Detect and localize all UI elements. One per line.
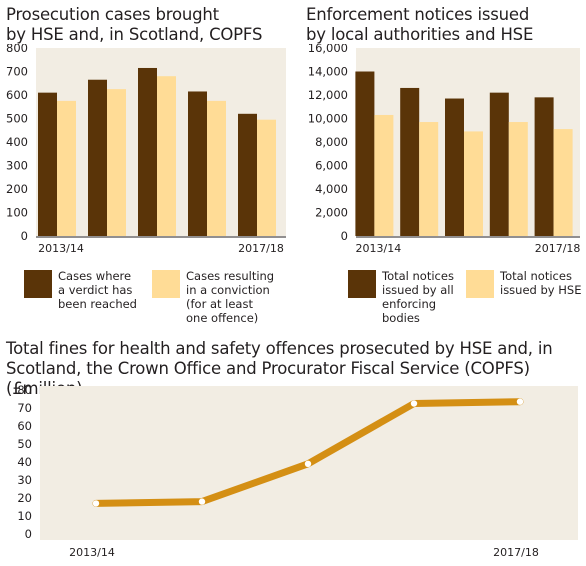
y-tick-label: 6,000 (315, 159, 348, 173)
bar (157, 76, 176, 236)
y-tick-label: 40 (17, 455, 32, 469)
bar (188, 91, 207, 236)
data-point (92, 500, 100, 507)
bar (88, 79, 107, 236)
legend-swatch (24, 270, 52, 298)
y-tick-label: 14,000 (308, 65, 348, 79)
y-tick-label: 10 (17, 509, 32, 523)
chart2-title: Enforcement notices issued by local auth… (306, 5, 534, 44)
chart2-svg: 0 2,000 4,000 6,000 8,000 10,000 12,000 14,000 1… (308, 44, 581, 255)
bar (508, 122, 528, 236)
y-tick-label: 800 (6, 44, 28, 55)
y-tick-label: 60 (17, 419, 32, 433)
bar (445, 98, 464, 237)
chart3-svg: 0 10 20 30 40 50 60 70 80 2013/14 2017/18 (17, 383, 578, 559)
bar (57, 100, 76, 236)
y-tick-label: 0 (21, 229, 28, 243)
legend-label: Total notices issued by all enforcing bo… (382, 269, 454, 325)
legend-label: Total notices issued by HSE (500, 269, 582, 297)
y-tick-label: 500 (6, 112, 28, 126)
y-tick-label: 50 (17, 437, 32, 451)
y-tick-label: 200 (6, 182, 28, 196)
y-tick-label: 30 (17, 473, 32, 487)
y-tick-label: 4,000 (315, 182, 348, 196)
bar (374, 114, 394, 236)
y-tick-label: 0 (25, 527, 32, 541)
legend-label: Cases where a verdict has been reached (58, 269, 137, 311)
bar (138, 67, 157, 236)
data-point (410, 400, 418, 407)
bar (38, 92, 57, 237)
bar (489, 92, 509, 237)
legend-swatch (348, 270, 376, 298)
y-tick-label: 0 (341, 229, 348, 243)
data-point (198, 498, 206, 505)
bar (419, 122, 439, 236)
x-tick-label: 2013/14 (69, 546, 115, 559)
x-tick-label: 2013/14 (38, 242, 84, 255)
legend-label: Cases resulting in a conviction (for at … (186, 269, 275, 325)
data-point (516, 398, 524, 405)
x-tick-label: 2013/14 (356, 242, 402, 255)
y-tick-label: 8,000 (315, 135, 348, 149)
legend-swatch (152, 270, 180, 298)
x-tick-label: 2017/18 (493, 546, 539, 559)
bar (107, 89, 126, 236)
x-tick-label: 2017/18 (535, 242, 581, 255)
bar (534, 97, 554, 236)
y-tick-label: 80 (17, 383, 32, 397)
x-tick-label: 2017/18 (238, 242, 284, 255)
chart1-title: Prosecution cases brought by HSE and, in… (6, 5, 263, 44)
legend-swatch (466, 270, 494, 298)
y-tick-label: 300 (6, 159, 28, 173)
y-tick-label: 20 (17, 491, 32, 505)
y-tick-label: 70 (17, 401, 32, 415)
bar (400, 87, 420, 236)
y-tick-label: 10,000 (308, 112, 348, 126)
bar (207, 100, 226, 236)
bar (257, 119, 276, 236)
y-tick-label: 16,000 (308, 44, 348, 55)
bar (464, 131, 483, 236)
data-point (304, 460, 312, 467)
y-tick-label: 2,000 (315, 206, 348, 220)
bar (355, 71, 375, 236)
bar (553, 129, 573, 236)
y-tick-label: 700 (6, 65, 28, 79)
y-tick-label: 100 (6, 206, 28, 220)
y-tick-label: 12,000 (308, 88, 348, 102)
y-tick-label: 400 (6, 135, 28, 149)
y-tick-label: 600 (6, 88, 28, 102)
bar (238, 113, 257, 236)
chart1-svg: 0 100 200 300 400 500 600 700 800 2013/14 2017/18 (6, 44, 286, 255)
